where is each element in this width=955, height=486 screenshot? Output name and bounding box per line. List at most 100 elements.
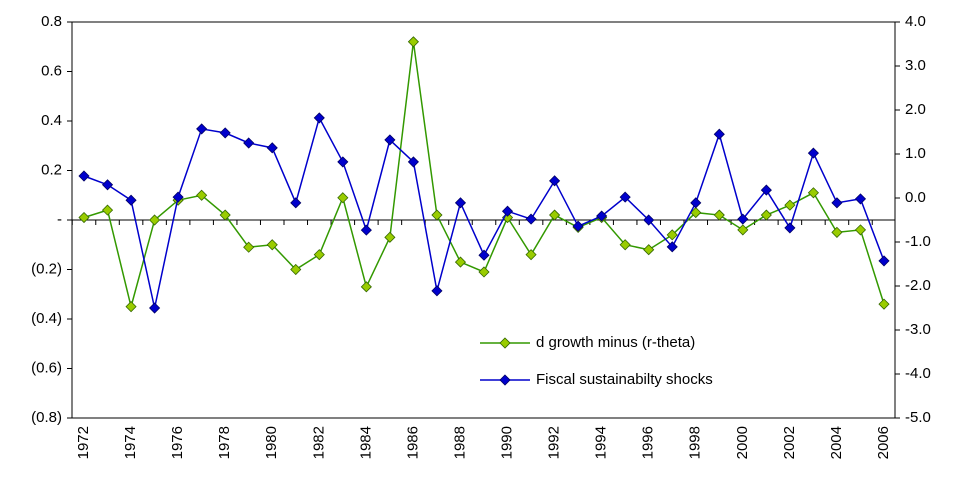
y-tick-label: 0.8 xyxy=(41,13,62,30)
y2-tick-label: -5.0 xyxy=(905,409,931,426)
x-tick-label: 1980 xyxy=(263,426,280,459)
x-tick-label: 2000 xyxy=(734,426,751,459)
x-tick-label: 1990 xyxy=(498,426,515,459)
marker xyxy=(266,239,278,251)
x-tick-label: 2002 xyxy=(781,426,798,459)
marker xyxy=(878,255,890,267)
marker xyxy=(690,207,702,219)
marker xyxy=(854,224,867,236)
marker xyxy=(360,281,372,293)
marker xyxy=(525,249,537,261)
marker xyxy=(549,175,561,187)
marker xyxy=(149,302,161,314)
marker xyxy=(831,226,843,238)
marker xyxy=(713,128,725,140)
marker xyxy=(549,209,561,221)
x-tick-label: 1982 xyxy=(310,426,327,459)
marker xyxy=(572,220,584,232)
marker xyxy=(384,134,396,146)
marker xyxy=(431,285,443,297)
marker xyxy=(337,192,349,204)
marker xyxy=(713,209,725,221)
marker xyxy=(619,191,631,203)
y2-tick-label: -4.0 xyxy=(905,365,931,382)
marker xyxy=(384,231,396,243)
marker xyxy=(454,256,467,268)
marker xyxy=(690,197,702,209)
marker xyxy=(737,224,749,236)
marker xyxy=(125,301,137,313)
marker xyxy=(407,36,419,48)
legend-label: Fiscal sustainabilty shocks xyxy=(536,371,713,388)
y-tick-label: - xyxy=(57,211,62,228)
marker xyxy=(501,205,514,217)
y2-tick-label: -3.0 xyxy=(905,321,931,338)
legend-label: d growth minus (r-theta) xyxy=(536,334,695,351)
marker xyxy=(831,197,843,209)
x-tick-label: 1988 xyxy=(451,426,468,459)
marker xyxy=(313,112,325,124)
marker xyxy=(101,179,114,191)
marker xyxy=(243,241,255,253)
marker xyxy=(784,199,796,211)
marker xyxy=(125,194,137,206)
marker xyxy=(266,142,278,154)
marker xyxy=(478,266,490,278)
y-tick-label: 0.4 xyxy=(41,112,62,129)
marker xyxy=(290,263,302,276)
marker xyxy=(784,222,796,234)
marker xyxy=(243,137,255,149)
y2-tick-label: 2.0 xyxy=(905,101,926,118)
marker xyxy=(290,197,302,209)
marker xyxy=(101,204,114,216)
marker xyxy=(78,170,90,182)
x-tick-label: 1972 xyxy=(75,426,92,459)
x-tick-label: 1994 xyxy=(593,426,610,459)
marker xyxy=(149,214,161,226)
legend-marker xyxy=(499,337,511,349)
marker xyxy=(219,209,231,221)
marker xyxy=(478,249,490,261)
x-tick-label: 1986 xyxy=(404,426,421,459)
y2-tick-label: 0.0 xyxy=(905,189,926,206)
y2-tick-label: -2.0 xyxy=(905,277,931,294)
marker xyxy=(666,241,678,253)
y-tick-label: (0.4) xyxy=(31,310,62,327)
marker xyxy=(172,191,184,203)
marker xyxy=(196,189,208,201)
marker xyxy=(737,213,749,225)
x-tick-label: 1996 xyxy=(640,426,657,459)
x-tick-label: 1976 xyxy=(169,426,186,459)
x-tick-label: 1984 xyxy=(357,426,374,459)
y-tick-label: (0.8) xyxy=(31,409,62,426)
marker xyxy=(760,184,772,196)
marker xyxy=(525,213,537,225)
marker xyxy=(454,197,467,209)
marker xyxy=(219,127,231,139)
x-tick-label: 1974 xyxy=(122,426,139,459)
y2-tick-label: -1.0 xyxy=(905,233,931,250)
y2-tick-label: 4.0 xyxy=(905,13,926,30)
marker xyxy=(807,147,819,159)
marker xyxy=(760,209,772,221)
legend-marker xyxy=(499,374,511,386)
x-tick-label: 1992 xyxy=(546,426,563,459)
marker xyxy=(596,210,608,222)
y-tick-label: 0.6 xyxy=(41,62,62,79)
marker xyxy=(313,249,325,261)
marker xyxy=(407,156,419,168)
y2-tick-label: 1.0 xyxy=(905,145,926,162)
marker xyxy=(643,214,655,226)
marker xyxy=(807,187,819,199)
marker xyxy=(337,156,349,168)
marker xyxy=(878,298,890,310)
x-tick-label: 1998 xyxy=(687,426,704,459)
marker xyxy=(854,193,867,205)
x-tick-label: 2004 xyxy=(828,426,845,459)
marker xyxy=(78,211,90,224)
marker xyxy=(666,229,678,241)
y2-tick-label: 3.0 xyxy=(905,57,926,74)
marker xyxy=(619,239,631,251)
x-tick-label: 1978 xyxy=(216,426,233,459)
